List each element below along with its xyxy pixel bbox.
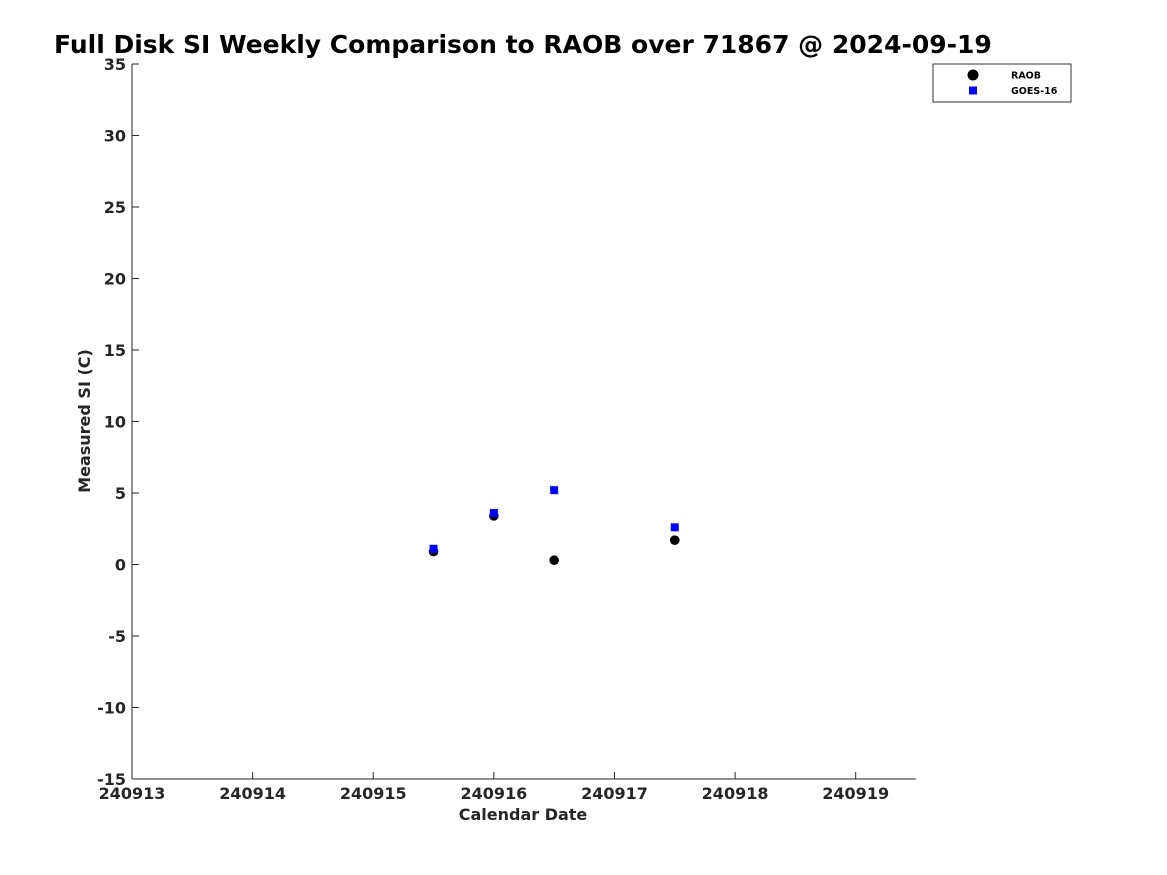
y-ticks: 35 30 25 20 15 10 5 0 -5 -10 -15 xyxy=(97,55,139,789)
y-tick-label: 15 xyxy=(104,341,126,360)
x-tick-label: 240913 xyxy=(99,784,166,803)
point-goes16 xyxy=(489,509,498,518)
point-goes16 xyxy=(550,486,559,495)
point-goes16 xyxy=(670,523,679,532)
y-tick-label: 5 xyxy=(115,484,126,503)
legend-box xyxy=(932,63,1072,103)
x-tick-label: 240916 xyxy=(460,784,527,803)
x-tick-label: 240914 xyxy=(219,784,286,803)
y-axis-label: Measured SI (C) xyxy=(75,349,94,493)
y-tick-label: 0 xyxy=(115,556,126,575)
legend-marker-raob xyxy=(967,69,979,81)
point-goes16 xyxy=(429,544,438,553)
x-tick-label: 240918 xyxy=(702,784,769,803)
x-tick-label: 240919 xyxy=(822,784,889,803)
y-tick-label: -15 xyxy=(97,770,126,789)
point-raob xyxy=(669,535,680,545)
x-ticks: 240913 240914 240915 240916 240917 240918 2409… xyxy=(99,772,889,803)
y-tick-label: 20 xyxy=(104,270,126,289)
legend: RAOB GOES-16 xyxy=(932,63,1072,103)
x-axis-label: Calendar Date xyxy=(459,805,588,824)
legend-label-raob: RAOB xyxy=(1011,71,1041,82)
y-tick-label: -5 xyxy=(108,627,126,646)
chart-title: Full Disk SI Weekly Comparison to RAOB o… xyxy=(54,30,992,59)
x-tick-label: 240915 xyxy=(340,784,407,803)
y-tick-label: 30 xyxy=(104,127,126,146)
y-tick-label: 25 xyxy=(104,198,126,217)
y-tick-label: 10 xyxy=(104,413,126,432)
legend-label-goes16: GOES-16 xyxy=(1011,86,1058,97)
y-tick-label: 35 xyxy=(104,55,126,74)
data-points xyxy=(428,486,680,566)
point-raob xyxy=(549,555,559,566)
x-tick-label: 240917 xyxy=(581,784,648,803)
legend-marker-goes16 xyxy=(969,86,977,95)
y-tick-label: -10 xyxy=(97,699,126,718)
